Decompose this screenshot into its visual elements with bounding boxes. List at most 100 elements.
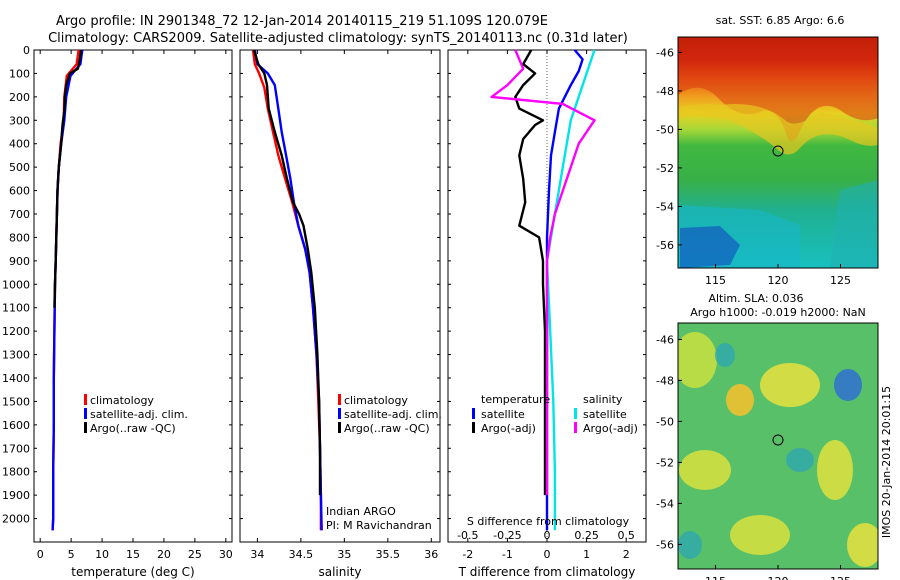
sst-field (678, 37, 878, 268)
depth-tick-label: 500 (9, 161, 30, 174)
x-tick-label: 34 (250, 548, 264, 561)
legend-label-satellite: satellite-adj. clim. (90, 408, 188, 421)
sst-longitude-axis: 115 120 125 (705, 264, 851, 287)
lon-tick-label: 125 (830, 274, 851, 287)
x-tick-label: 1 (583, 548, 590, 561)
x-tick-label: 2 (623, 548, 630, 561)
legend-swatch-argo (84, 422, 87, 433)
salinity-series (251, 49, 323, 531)
salinity-legend: climatology satellite-adj. clim. Argo(..… (338, 394, 442, 435)
temperature-series (51, 49, 84, 531)
series-line-satellite-adj-clim- (51, 49, 84, 531)
sla-longitude-axis: 115 120 125 (705, 565, 851, 580)
difference-depth-ticks (448, 49, 646, 520)
argo-location-marker-sst (772, 145, 784, 157)
x-tick-label: 20 (157, 548, 171, 561)
figure-title-line1: Argo profile: IN 2901348_72 12-Jan-2014 … (56, 14, 548, 29)
x-tick-label: 25 (188, 548, 202, 561)
difference-panel: -2 -1 0 1 2 -0.5 -0.25 0 0.25 0.5 T difference f… (447, 49, 647, 579)
depth-tick-label: 1900 (2, 489, 30, 502)
salinity-depth-ticks (240, 49, 440, 520)
depth-tick-label: 200 (9, 91, 30, 104)
sst-map-panel: sat. SST: 6.85 Argo: 6.6 -46 -48 -50 -52 -54… (656, 14, 879, 287)
temperature-legend: climatology satellite-adj. clim. Argo(..… (84, 394, 188, 435)
x-tick-label: 34.5 (289, 548, 314, 561)
lat-tick-label: -46 (656, 46, 674, 59)
difference-series (490, 49, 596, 531)
lat-tick-label: -54 (656, 497, 674, 510)
depth-axis: 0 100 200 300 400 500 600 700 800 900 1000 1100 1200… (2, 44, 232, 526)
x-tick-label: 0 (37, 548, 44, 561)
temperature-difference-legend: temperature satellite Argo(-adj) (472, 393, 550, 435)
depth-tick-label: 1400 (2, 372, 30, 385)
legend-label-t-argo: Argo(-adj) (481, 422, 536, 435)
salinity-difference-legend: salinity satellite Argo(-adj) (574, 393, 638, 435)
legend-label-climatology: climatology (344, 394, 408, 407)
lon-tick-label: 115 (705, 575, 726, 580)
sla-yellow-blob (678, 332, 717, 388)
depth-tick-label: 300 (9, 114, 30, 127)
sla-yellow-blob (730, 515, 790, 555)
t-difference-axis-label: T difference from climatology (458, 565, 636, 579)
x-tick-label: 30 (219, 548, 233, 561)
legend-swatch-t-argo (472, 422, 475, 433)
sla-low-blob (834, 369, 862, 401)
sla-map-panel: Altim. SLA: 0.036 Argo h1000: -0.019 h20… (656, 292, 893, 580)
depth-tick-label: 1800 (2, 466, 30, 479)
legend-swatch-s-argo (574, 422, 577, 433)
lat-tick-label: -56 (656, 538, 674, 551)
series-line-salinity-argo-adj- (490, 49, 596, 496)
legend-swatch-climatology (338, 394, 341, 405)
depth-tick-label: 1100 (2, 302, 30, 315)
imos-timestamp-label: IMOS 20-Jan-2014 20:01:15 (880, 386, 893, 538)
lat-tick-label: -54 (656, 200, 674, 213)
depth-tick-label: 1200 (2, 325, 30, 338)
series-line-temperature-argo-adj- (514, 49, 547, 496)
legend-label-argo: Argo(..raw -QC) (344, 422, 430, 435)
legend-swatch-satellite (338, 408, 341, 419)
depth-tick-label: 2000 (2, 513, 30, 526)
s-difference-tick-label: 0.5 (617, 529, 635, 542)
legend-title-temperature: temperature (481, 393, 550, 406)
salinity-axis-label: salinity (318, 565, 361, 579)
lat-tick-label: -50 (656, 415, 674, 428)
series-line-temperature-satellite (545, 49, 584, 531)
sla-latitude-axis: -46 -48 -50 -52 -54 -56 (656, 333, 682, 551)
sst-dark-patch (680, 226, 740, 268)
salinity-axes-frame (239, 49, 441, 543)
sla-yellow-blob (847, 523, 878, 567)
lon-tick-label: 125 (830, 575, 851, 580)
legend-swatch-t-satellite (472, 408, 475, 419)
temperature-panel: 0100200300400500600700800900100011001200… (2, 44, 233, 579)
legend-label-satellite: satellite-adj. clim. (344, 408, 442, 421)
legend-label-s-satellite: satellite (583, 408, 627, 421)
lon-tick-label: 120 (768, 274, 789, 287)
lat-tick-label: -46 (656, 333, 674, 346)
x-tick-label: -2 (462, 548, 473, 561)
sla-yellow-blob (679, 450, 731, 490)
argo-location-marker-sla (772, 434, 784, 446)
depth-tick-label: 1500 (2, 395, 30, 408)
sst-cool-patch-east (830, 180, 878, 268)
series-line-salinity-satellite (545, 49, 596, 531)
sst-latitude-axis: -46 -48 -50 -52 -54 -56 (656, 46, 682, 252)
legend-label-climatology: climatology (90, 394, 154, 407)
depth-tick-label: 900 (9, 255, 30, 268)
principal-investigator-label: PI: M Ravichandran (326, 519, 432, 532)
legend-label-argo: Argo(..raw -QC) (90, 422, 176, 435)
legend-label-t-satellite: satellite (481, 408, 525, 421)
depth-tick-label: 600 (9, 185, 30, 198)
depth-tick-label: 1700 (2, 442, 30, 455)
legend-swatch-satellite (84, 408, 87, 419)
lat-tick-label: -52 (656, 456, 674, 469)
lat-tick-label: -50 (656, 123, 674, 136)
depth-tick-label: 0 (23, 44, 30, 57)
sst-yellow-band (678, 104, 878, 155)
sla-low-blob (678, 531, 702, 559)
legend-label-s-argo: Argo(-adj) (583, 422, 638, 435)
series-line-argo-raw-qc- (252, 49, 322, 496)
sla-yellow-blob (726, 384, 754, 416)
x-tick-label: 15 (126, 548, 140, 561)
sla-yellow-blob (817, 440, 853, 500)
